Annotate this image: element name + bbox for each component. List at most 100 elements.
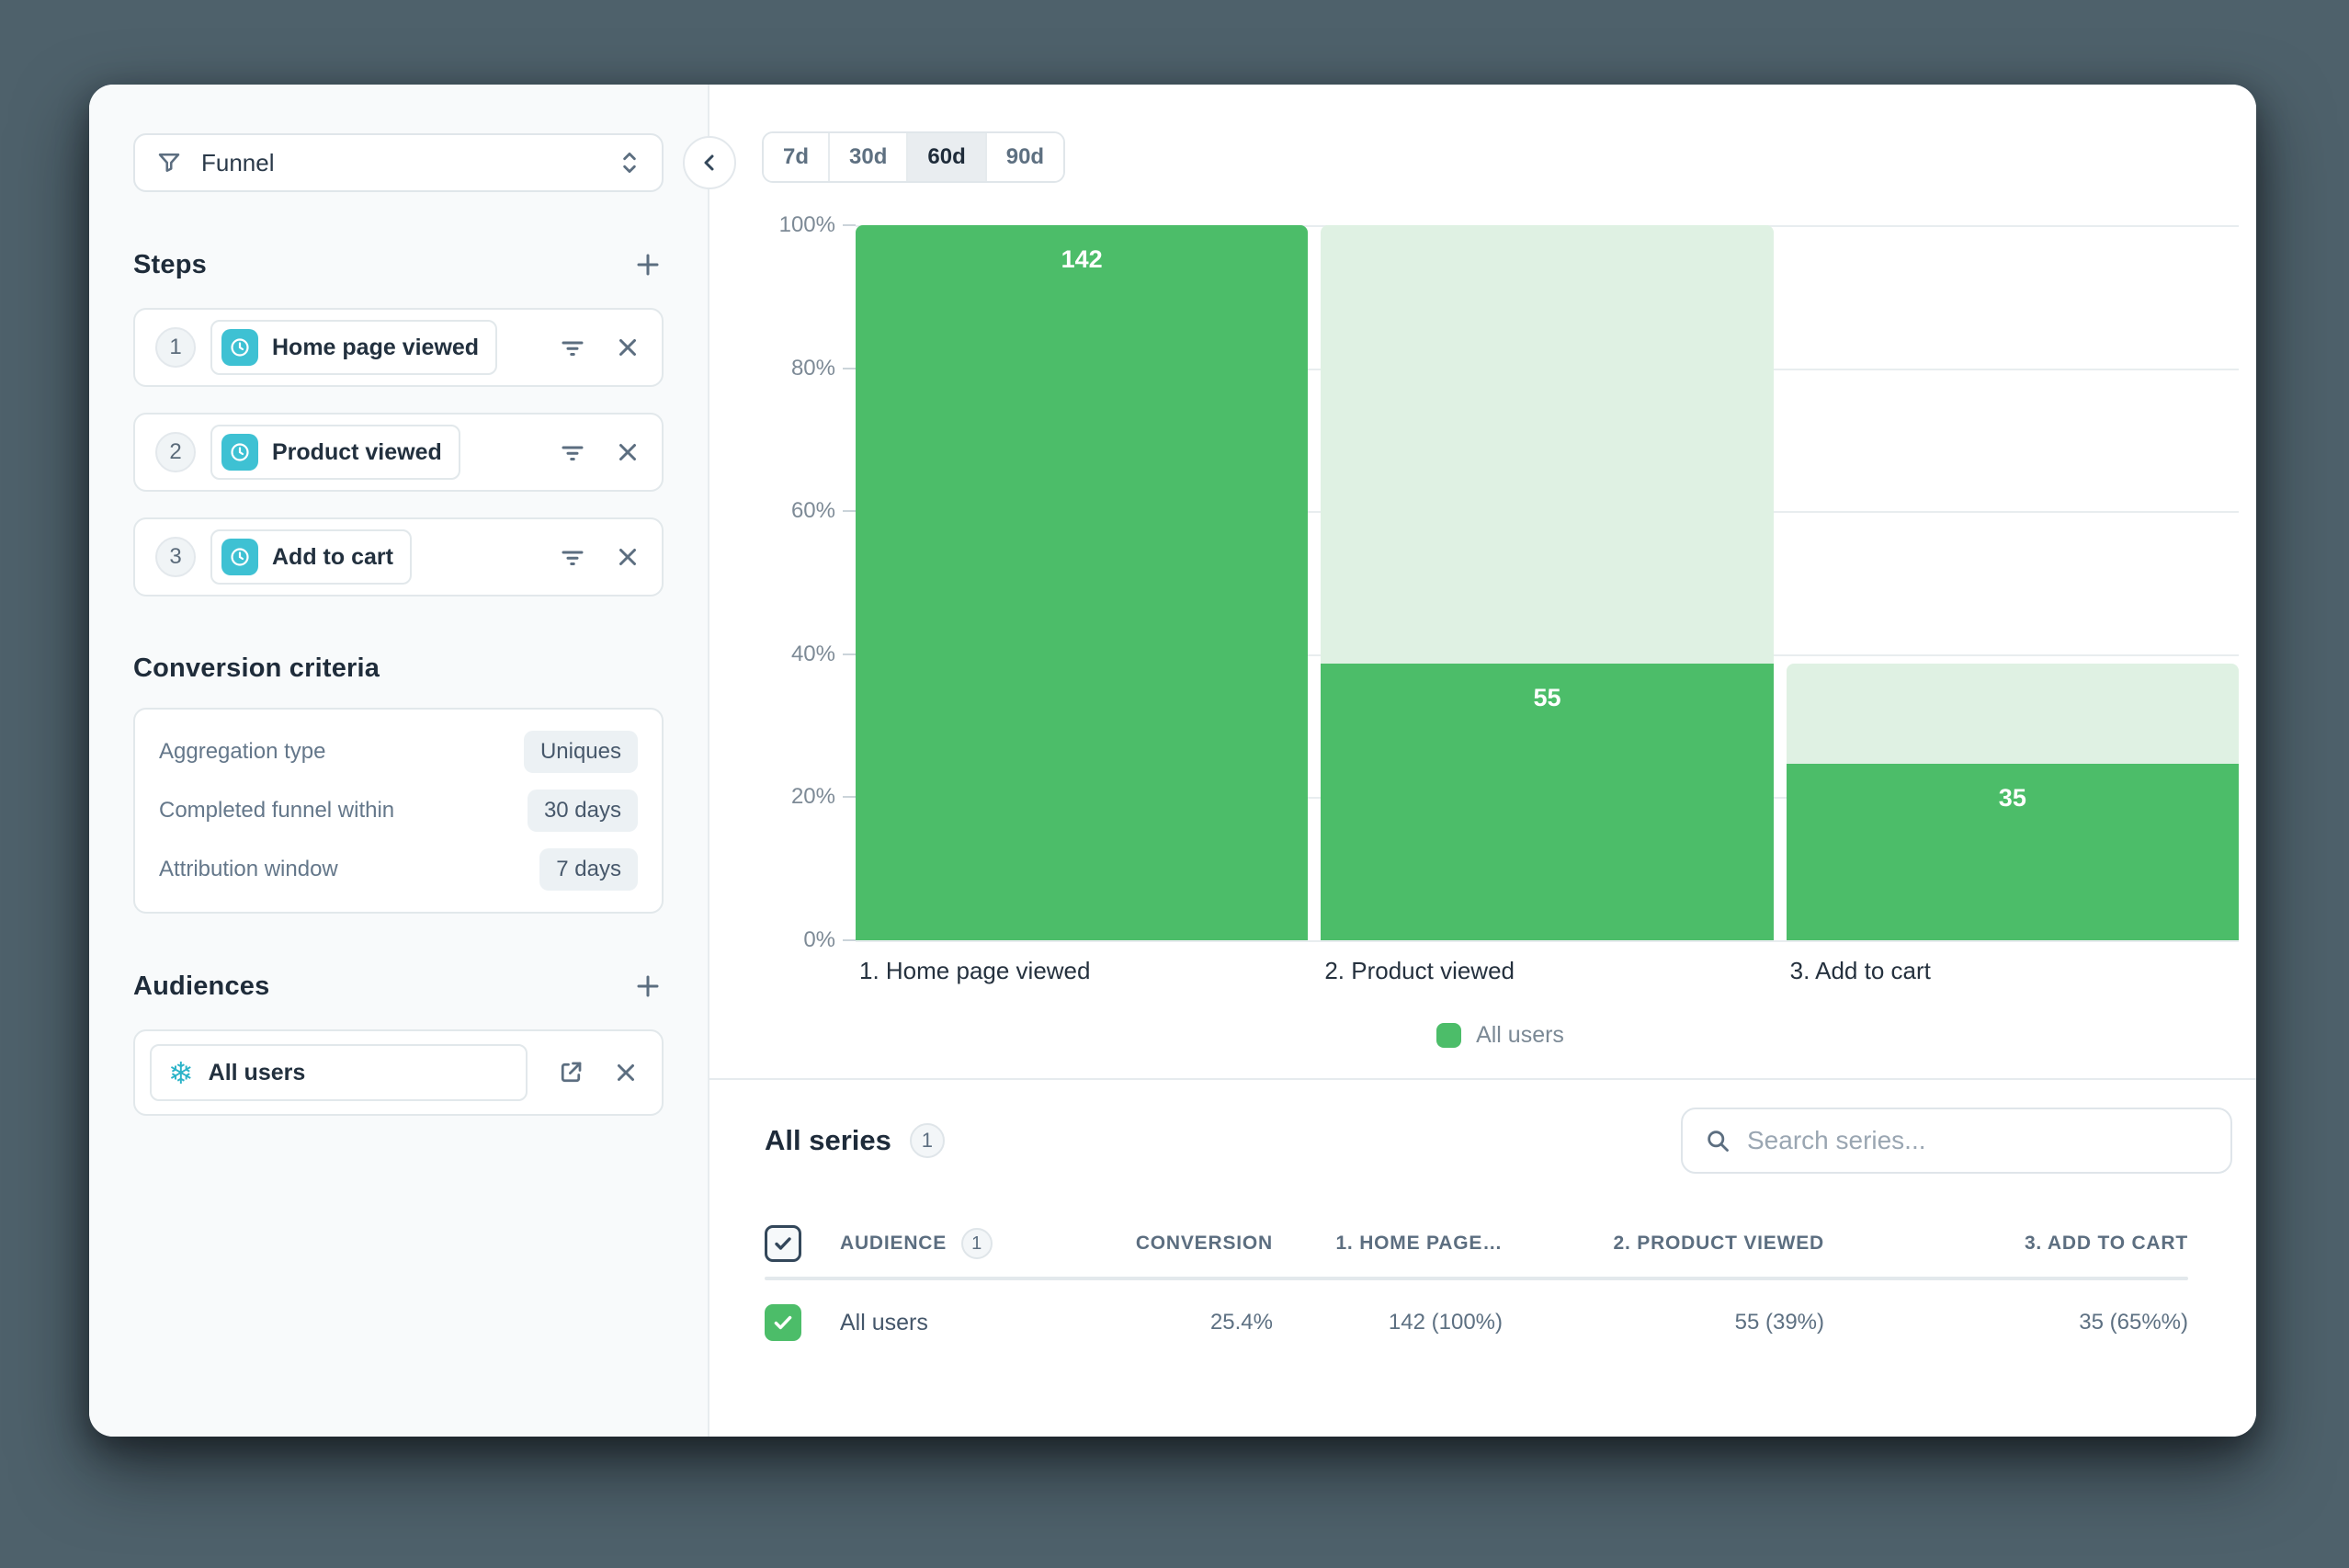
search-icon xyxy=(1705,1128,1731,1153)
insight-type-label: Funnel xyxy=(201,148,275,176)
series-table-header: AUDIENCE 1 CONVERSION 1. HOME PAGE… 2. P… xyxy=(765,1218,2188,1269)
series-section: All series 1 AUDIENCE 1 xyxy=(709,1078,2256,1437)
funnel-bar-step-2[interactable]: 55 xyxy=(1321,225,1774,940)
bar-segment-current xyxy=(1786,764,2239,940)
step-event-label: Add to cart xyxy=(272,543,393,570)
steps-title: Steps xyxy=(133,249,207,279)
range-tab-7d[interactable]: 7d xyxy=(764,133,831,181)
funnel-bar-step-1[interactable]: 142 xyxy=(856,225,1309,940)
series-search-input[interactable] xyxy=(1747,1126,2208,1155)
step-remove-icon[interactable] xyxy=(614,438,641,466)
step-row-3: 3 Add to cart xyxy=(133,517,664,597)
y-tick-label: 60% xyxy=(791,498,856,524)
event-clock-icon xyxy=(221,434,258,471)
step-event-select[interactable]: Home page viewed xyxy=(210,320,498,375)
date-range-tabs: 7d 30d 60d 90d xyxy=(762,131,1066,183)
funnel-icon xyxy=(155,149,183,176)
step-event-label: Product viewed xyxy=(272,438,442,465)
step-event-select[interactable]: Add to cart xyxy=(210,529,412,585)
select-updown-icon xyxy=(618,149,641,176)
col-header-conversion[interactable]: CONVERSION xyxy=(1135,1233,1273,1254)
add-step-button[interactable] xyxy=(632,249,664,280)
y-tick-label: 80% xyxy=(791,356,856,381)
audience-label: All users xyxy=(208,1059,306,1085)
row-step-1-value: 142 (100%) xyxy=(1388,1310,1503,1335)
criteria-label: Attribution window xyxy=(159,857,338,881)
app-window: Funnel Steps 1 Home page viewed xyxy=(89,85,2256,1437)
x-axis-labels: 1. Home page viewed 2. Product viewed 3.… xyxy=(856,957,2239,985)
y-axis: 100% 80% 60% 40% 20% 0% xyxy=(762,212,856,952)
series-count-badge: 1 xyxy=(909,1123,945,1158)
x-axis-label: 1. Home page viewed xyxy=(859,957,1091,984)
audience-select[interactable]: ❄ All users xyxy=(150,1044,528,1101)
conversion-criteria-card: Aggregation type Uniques Completed funne… xyxy=(133,708,664,914)
bar-segment-current xyxy=(1321,663,1774,940)
step-row-1: 1 Home page viewed xyxy=(133,308,664,387)
x-axis-label: 3. Add to cart xyxy=(1789,957,1931,984)
step-filter-icon[interactable] xyxy=(559,438,586,466)
range-tab-30d[interactable]: 30d xyxy=(830,133,909,181)
event-clock-icon xyxy=(221,539,258,575)
aggregation-type-value[interactable]: Uniques xyxy=(523,731,638,773)
criteria-row-completed-within: Completed funnel within 30 days xyxy=(144,781,652,840)
row-step-3-value: 35 (65%%) xyxy=(2079,1310,2188,1335)
select-all-checkbox[interactable] xyxy=(765,1225,801,1262)
open-external-icon[interactable] xyxy=(557,1059,584,1086)
col-header-audience[interactable]: AUDIENCE xyxy=(840,1233,948,1254)
range-tab-60d[interactable]: 60d xyxy=(908,133,987,181)
attribution-window-value[interactable]: 7 days xyxy=(539,848,638,891)
y-tick-label: 20% xyxy=(791,784,856,810)
criteria-row-aggregation: Aggregation type Uniques xyxy=(144,722,652,781)
series-table-row: All users 25.4% 142 (100%) 55 (39%) 35 (… xyxy=(765,1280,2188,1365)
step-remove-icon[interactable] xyxy=(614,543,641,571)
col-header-step-2[interactable]: 2. PRODUCT VIEWED xyxy=(1613,1233,1824,1254)
conversion-criteria-title: Conversion criteria xyxy=(133,653,380,683)
main-panel: 7d 30d 60d 90d 100% 80% 60% 40% 20% 0% xyxy=(709,85,2256,1437)
snowflake-icon: ❄ xyxy=(168,1055,194,1090)
sidebar: Funnel Steps 1 Home page viewed xyxy=(89,85,736,1437)
chart-toolbar: 7d 30d 60d 90d xyxy=(709,85,2256,183)
bar-value-label: 142 xyxy=(1061,245,1103,273)
range-tab-90d[interactable]: 90d xyxy=(986,133,1064,181)
gridline xyxy=(856,940,2239,942)
step-number-badge: 2 xyxy=(155,432,196,472)
step-filter-icon[interactable] xyxy=(559,543,586,571)
conversion-criteria-header: Conversion criteria xyxy=(133,653,664,684)
y-tick-label: 100% xyxy=(779,212,856,238)
col-header-step-3[interactable]: 3. ADD TO CART xyxy=(2024,1233,2188,1254)
audiences-title: Audiences xyxy=(133,971,270,1001)
criteria-label: Completed funnel within xyxy=(159,798,395,823)
chevron-left-icon xyxy=(698,152,721,174)
legend-swatch xyxy=(1436,1023,1462,1048)
funnel-bar-step-3[interactable]: 35 xyxy=(1786,225,2239,940)
bar-segment-previous xyxy=(1321,225,1774,664)
bar-value-label: 55 xyxy=(1533,683,1561,711)
series-section-title: All series xyxy=(765,1124,891,1156)
y-tick-label: 0% xyxy=(803,927,856,953)
x-axis-label: 2. Product viewed xyxy=(1324,957,1515,984)
row-audience: All users xyxy=(840,1309,928,1335)
steps-section-header: Steps xyxy=(133,249,664,280)
col-header-step-1[interactable]: 1. HOME PAGE… xyxy=(1335,1233,1503,1254)
collapse-sidebar-button[interactable] xyxy=(683,136,736,189)
bar-value-label: 35 xyxy=(1998,784,2026,812)
series-search[interactable] xyxy=(1681,1108,2232,1174)
row-conversion: 25.4% xyxy=(1209,1310,1273,1335)
completed-within-value[interactable]: 30 days xyxy=(527,790,638,832)
step-row-2: 2 Product viewed xyxy=(133,413,664,492)
plot-area: 142 55 35 xyxy=(856,225,2239,942)
funnel-chart: 100% 80% 60% 40% 20% 0% xyxy=(709,183,2256,1049)
chart-legend: All users xyxy=(762,1022,2239,1049)
audience-remove-icon[interactable] xyxy=(612,1059,640,1086)
row-step-2-value: 55 (39%) xyxy=(1734,1310,1824,1335)
step-event-select[interactable]: Product viewed xyxy=(210,425,460,480)
insight-type-select[interactable]: Funnel xyxy=(133,133,664,192)
step-filter-icon[interactable] xyxy=(559,334,586,361)
step-remove-icon[interactable] xyxy=(614,334,641,361)
table-divider xyxy=(765,1277,2188,1280)
y-tick-label: 40% xyxy=(791,642,856,667)
row-checkbox[interactable] xyxy=(765,1304,801,1341)
add-audience-button[interactable] xyxy=(632,971,664,1002)
bar-segment-previous xyxy=(1786,663,2239,765)
